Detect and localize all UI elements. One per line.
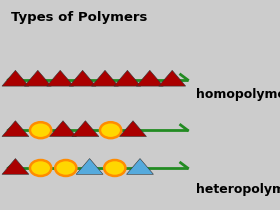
Circle shape xyxy=(30,122,51,138)
Polygon shape xyxy=(47,70,74,86)
Polygon shape xyxy=(72,121,99,136)
Text: heteropolymers: heteropolymers xyxy=(196,182,280,196)
Polygon shape xyxy=(76,159,103,174)
Circle shape xyxy=(55,160,76,176)
Polygon shape xyxy=(2,70,29,86)
Polygon shape xyxy=(24,70,51,86)
Polygon shape xyxy=(136,70,163,86)
Polygon shape xyxy=(120,121,146,136)
Circle shape xyxy=(30,160,51,176)
Polygon shape xyxy=(92,70,118,86)
Polygon shape xyxy=(127,159,153,174)
Polygon shape xyxy=(2,121,29,136)
Polygon shape xyxy=(69,70,96,86)
Text: homopolymers: homopolymers xyxy=(196,88,280,101)
Polygon shape xyxy=(2,159,29,174)
Text: Types of Polymers: Types of Polymers xyxy=(11,10,148,24)
Circle shape xyxy=(100,122,121,138)
Circle shape xyxy=(104,160,125,176)
Polygon shape xyxy=(159,70,186,86)
Polygon shape xyxy=(114,70,141,86)
Polygon shape xyxy=(50,121,76,136)
